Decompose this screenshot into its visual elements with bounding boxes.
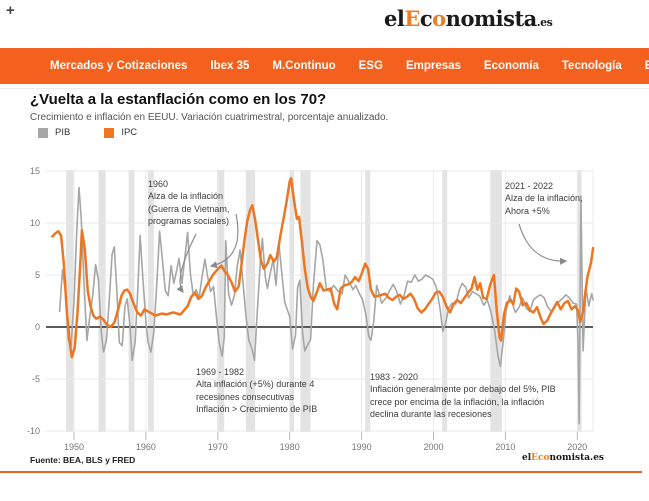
annotation-arrow-1960-left	[176, 233, 197, 293]
pib-legend-label: PIB	[55, 127, 71, 138]
svg-text:1960: 1960	[136, 442, 156, 452]
legend-item-pib: PIB	[38, 127, 70, 138]
ipc-legend-swatch	[104, 127, 115, 138]
svg-text:-10: -10	[27, 426, 40, 436]
logo-accent-o: o	[432, 6, 446, 31]
chart-subtitle: Crecimiento e inflación en EEUU. Variaci…	[30, 112, 389, 123]
logo-tld: .es	[536, 16, 553, 29]
annotation-2021-2022: 2021 - 2022 Alza de la inflación, Ahora …	[505, 181, 583, 216]
legend-item-ipc: IPC	[104, 127, 137, 138]
footer-brand-rest: nomista.es	[549, 453, 604, 463]
chart-grid	[46, 170, 594, 440]
chart-series	[51, 177, 595, 425]
nav-item-esg[interactable]: ESG	[358, 60, 383, 72]
svg-text:1980: 1980	[280, 442, 300, 452]
svg-text:1970: 1970	[208, 442, 228, 452]
annotation-arrow-1960-right	[209, 213, 239, 269]
logo-text-rest: nomista	[445, 6, 538, 31]
annotation-arrow-2021	[518, 223, 568, 265]
svg-text:10: 10	[30, 218, 40, 228]
nav-item-tecnologia[interactable]: Tecnología	[561, 60, 622, 72]
nav-item-mercados[interactable]: Mercados y Cotizaciones	[50, 60, 188, 72]
nav-item-mcontinuo[interactable]: M.Continuo	[272, 60, 336, 72]
nav-item-ecosa[interactable]: EcoSa	[644, 60, 649, 72]
annotation-1960: 1960 Alza de la inflación (Guerra de Vie…	[148, 179, 230, 227]
nav-item-empresas[interactable]: Empresas	[405, 60, 461, 72]
nav-item-economia[interactable]: Economía	[483, 60, 539, 72]
footer-brand[interactable]: elEconomista.es	[522, 453, 604, 463]
footer-brand-accent: Eco	[531, 453, 550, 463]
expand-icon[interactable]: +	[6, 2, 15, 19]
svg-text:1990: 1990	[352, 442, 372, 452]
footer-brand-pre: el	[522, 453, 532, 463]
svg-text:5: 5	[35, 270, 40, 280]
svg-text:1950: 1950	[64, 442, 84, 452]
logo-text-mid: c	[419, 6, 433, 31]
svg-text:0: 0	[35, 322, 40, 332]
svg-text:2010: 2010	[495, 442, 515, 452]
logo-accent-e: E	[404, 6, 420, 31]
nav-separator	[0, 88, 649, 89]
page-title: ¿Vuelta a la estanflación como en los 70…	[30, 91, 327, 108]
logo-text: el	[384, 6, 405, 31]
annotation-1969-1982: 1969 - 1982 Alta inflación (+5%) durante…	[196, 367, 318, 415]
svg-text:15: 15	[30, 166, 40, 176]
pib-legend-swatch	[38, 127, 48, 138]
ipc-legend-label: IPC	[121, 127, 138, 138]
site-logo[interactable]: elEconomista.es	[384, 6, 553, 31]
svg-text:2020: 2020	[567, 442, 587, 452]
main-nav: Mercados y Cotizaciones Ibex 35 M.Contin…	[0, 48, 649, 84]
annotation-1983-2020: 1983 - 2020 Inflación generalmente por d…	[370, 372, 556, 420]
chart-axis-labels: 1950 1960 1970 1980 1990 2000 2010 2020 15 10 5 0 -5…	[27, 166, 587, 452]
footer-rule	[0, 471, 642, 473]
nav-item-ibex35[interactable]: Ibex 35	[210, 60, 250, 72]
svg-text:-5: -5	[32, 374, 40, 384]
chart-source: Fuente: BEA, BLS y FRED	[30, 455, 136, 465]
chart-legend: PIB IPC	[38, 127, 137, 138]
annotation-arrows	[176, 213, 568, 293]
svg-text:2000: 2000	[423, 442, 443, 452]
